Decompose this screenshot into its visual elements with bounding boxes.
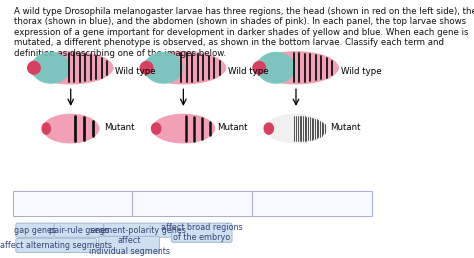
- Ellipse shape: [152, 123, 161, 134]
- Text: segment-polarity genes: segment-polarity genes: [90, 226, 186, 235]
- Ellipse shape: [321, 125, 327, 133]
- Ellipse shape: [264, 123, 273, 134]
- FancyBboxPatch shape: [99, 236, 159, 255]
- Ellipse shape: [265, 114, 327, 143]
- Ellipse shape: [142, 52, 225, 84]
- Ellipse shape: [105, 63, 113, 72]
- Text: pair-rule genes: pair-rule genes: [49, 226, 109, 235]
- Text: Mutant: Mutant: [217, 123, 247, 132]
- Text: affect alternating segments: affect alternating segments: [0, 241, 112, 250]
- Ellipse shape: [217, 63, 226, 72]
- Text: affect broad regions
of the embryo: affect broad regions of the embryo: [161, 223, 243, 242]
- Ellipse shape: [29, 52, 112, 84]
- Ellipse shape: [209, 125, 215, 133]
- FancyBboxPatch shape: [172, 223, 232, 242]
- Text: Mutant: Mutant: [104, 123, 135, 132]
- Ellipse shape: [93, 125, 99, 133]
- Text: A wild type Drosophila melanogaster larvae has three regions, the head (shown in: A wild type Drosophila melanogaster larv…: [14, 7, 474, 58]
- Ellipse shape: [27, 62, 40, 74]
- Text: Wild type: Wild type: [115, 67, 156, 76]
- FancyBboxPatch shape: [16, 223, 55, 237]
- Ellipse shape: [145, 52, 182, 83]
- Ellipse shape: [140, 62, 153, 74]
- FancyBboxPatch shape: [104, 223, 172, 237]
- Ellipse shape: [32, 52, 70, 83]
- Text: gap genes: gap genes: [14, 226, 56, 235]
- Ellipse shape: [43, 114, 99, 143]
- Text: Wild type: Wild type: [228, 67, 269, 76]
- FancyBboxPatch shape: [133, 191, 252, 216]
- Text: Mutant: Mutant: [330, 123, 360, 132]
- Ellipse shape: [254, 52, 338, 84]
- Ellipse shape: [253, 62, 265, 74]
- Ellipse shape: [257, 52, 295, 83]
- Text: affect
individual segments: affect individual segments: [89, 236, 170, 256]
- Ellipse shape: [330, 63, 338, 72]
- FancyBboxPatch shape: [252, 191, 372, 216]
- Text: Wild type: Wild type: [341, 67, 381, 76]
- Ellipse shape: [42, 123, 50, 134]
- FancyBboxPatch shape: [13, 191, 133, 216]
- FancyBboxPatch shape: [16, 238, 97, 252]
- Ellipse shape: [153, 114, 214, 143]
- FancyBboxPatch shape: [54, 223, 104, 237]
